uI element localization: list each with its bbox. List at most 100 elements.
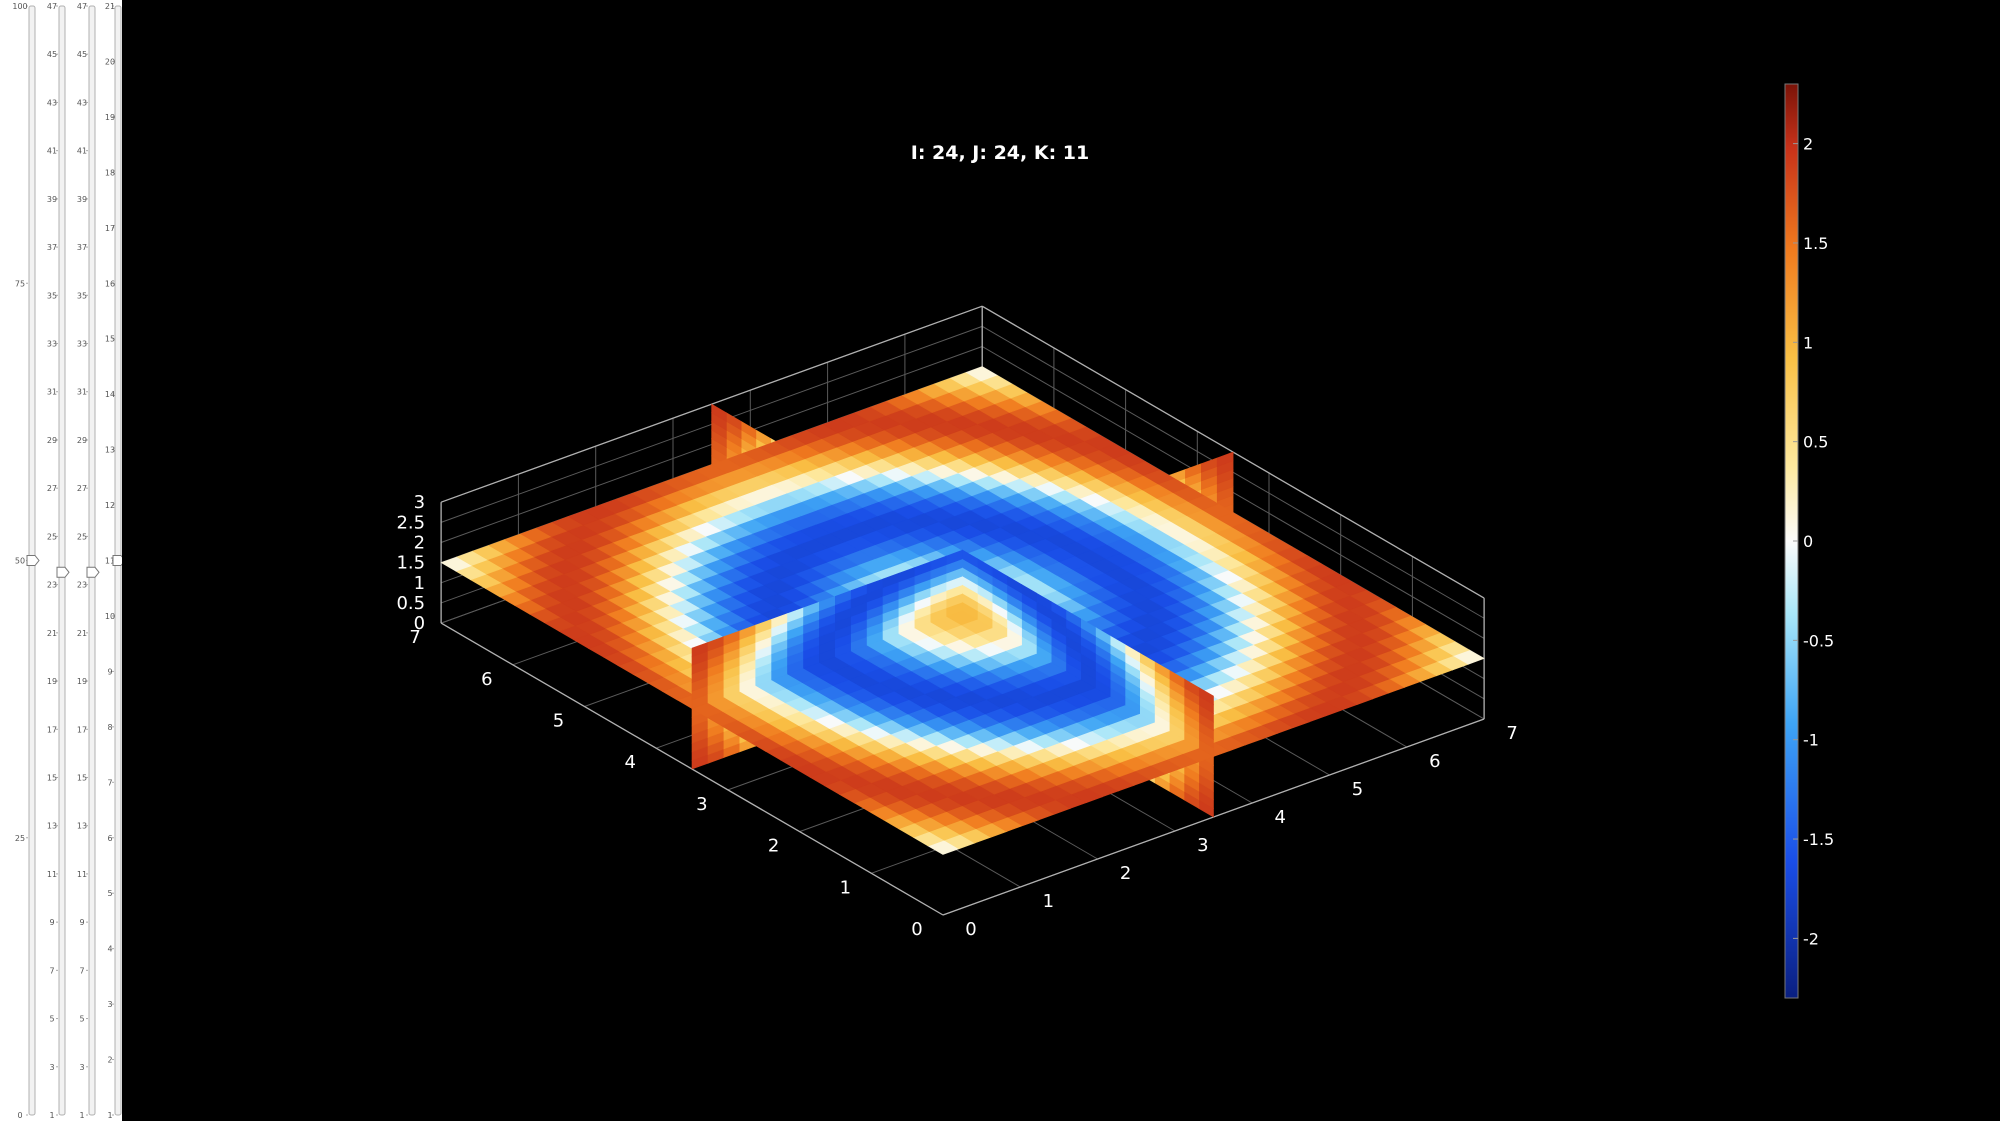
slider-k-tick-label: 21 <box>105 2 115 11</box>
slider-j-tick-label: 27 <box>77 484 87 493</box>
slider-i-tick-label: 39 <box>47 195 57 204</box>
slider-k-thumb[interactable] <box>112 555 122 566</box>
slice-cell <box>965 366 998 382</box>
y-tick-label: 1 <box>840 877 851 898</box>
slider-i-tick-label: 19 <box>47 677 57 686</box>
x-tick-label: 3 <box>1197 835 1208 856</box>
slider-k-tick-label: 7 <box>107 778 112 787</box>
y-tick-label: 5 <box>553 711 564 732</box>
slider-k-tick-label: 13 <box>105 446 115 455</box>
slider-k-tick-label: 6 <box>107 834 112 843</box>
slider-j-tick-label: 33 <box>77 340 87 349</box>
slider-k-tick-label: 17 <box>105 224 115 233</box>
y-tick-label: 6 <box>481 669 492 690</box>
slider-main-tick-label: 0 <box>17 1111 22 1120</box>
x-tick-label: 4 <box>1274 807 1285 828</box>
colorbar-tick-label: -0.5 <box>1803 631 1834 650</box>
plot-title: I: 24, J: 24, K: 11 <box>910 142 1090 164</box>
slice-k-front <box>691 610 1215 855</box>
slider-i-tick-label: 47 <box>47 2 57 11</box>
slider-j-tick-label: 43 <box>77 98 87 107</box>
slider-k-tick-label: 14 <box>105 390 115 399</box>
z-tick-label: 1 <box>414 573 425 594</box>
slider-j-tick-label: 35 <box>77 291 87 300</box>
slider-j[interactable]: 4745434139373533312927252321191715131197… <box>77 2 100 1120</box>
colorbar-tick-label: -1.5 <box>1803 830 1834 849</box>
slider-j-tick-label: 7 <box>79 966 84 975</box>
slider-i-track[interactable] <box>58 5 66 1116</box>
slider-j-thumb[interactable] <box>86 566 100 578</box>
slider-i-tick-label: 35 <box>47 291 57 300</box>
z-tick-label: 2.5 <box>396 512 425 533</box>
slider-main-tick-label: 100 <box>12 2 27 11</box>
slider-k-tick-label: 9 <box>107 667 112 676</box>
slider-i-thumb[interactable] <box>56 566 70 578</box>
slider-j-tick-label: 15 <box>77 773 87 782</box>
z-tick-label: 3 <box>414 492 425 513</box>
slider-k-tick-label: 8 <box>107 723 112 732</box>
slider-j-tick-label: 23 <box>77 581 87 590</box>
slider-i-tick-label: 9 <box>49 918 54 927</box>
slider-i-tick-label: 25 <box>47 532 57 541</box>
z-tick-label: 1.5 <box>396 553 425 574</box>
slider-main-thumb[interactable] <box>26 555 40 566</box>
slider-k-tick-label: 15 <box>105 335 115 344</box>
slider-j-tick-label: 21 <box>77 629 87 638</box>
slider-i[interactable]: 4745434139373533312927252321191715131197… <box>47 2 70 1120</box>
x-tick-label: 7 <box>1506 723 1517 744</box>
slider-i-tick-label: 5 <box>49 1015 54 1024</box>
slice-cell <box>711 403 727 422</box>
slider-i-tick-label: 17 <box>47 725 57 734</box>
slider-j-tick-label: 25 <box>77 532 87 541</box>
slider-j-tick-label: 9 <box>79 918 84 927</box>
x-tick-label: 1 <box>1043 891 1054 912</box>
slice-surfaces <box>440 366 1485 855</box>
z-tick-label: 0.5 <box>396 593 425 614</box>
x-tick-label: 5 <box>1352 779 1363 800</box>
slider-j-tick-label: 19 <box>77 677 87 686</box>
slice-j-front-high <box>691 549 963 710</box>
slider-k-tick-label: 10 <box>105 612 115 621</box>
slider-k-tick-label: 4 <box>107 945 112 954</box>
slider-j-tick-label: 29 <box>77 436 87 445</box>
slider-i-tick-label: 31 <box>47 388 57 397</box>
slider-j-tick-label: 13 <box>77 822 87 831</box>
slider-panel: 100 75 50 25 0 47 45 43 41 39 37 35 33 31 29 27 25 23 21 19… <box>0 0 122 1121</box>
colorbar-tick-label: -1 <box>1803 731 1819 750</box>
slice-k-back <box>710 366 1234 611</box>
colorbar-tick-label: 0.5 <box>1803 433 1828 452</box>
slider-i-tick-label: 21 <box>47 629 57 638</box>
y-tick-label: 3 <box>696 794 707 815</box>
slider-j-tick-label: 31 <box>77 388 87 397</box>
slider-k-tick-label: 18 <box>105 168 115 177</box>
slider-i-tick-label: 45 <box>47 50 57 59</box>
slider-group[interactable]: 1007550250474543413937353331292725232119… <box>0 0 122 1121</box>
slider-j-track[interactable] <box>88 5 96 1116</box>
slider-k-tick-label: 3 <box>107 1000 112 1009</box>
slider-i-tick-label: 7 <box>49 966 54 975</box>
slider-j-tick-label: 3 <box>79 1063 84 1072</box>
slider-j-tick-label: 45 <box>77 50 87 59</box>
y-tick-label: 7 <box>409 627 420 648</box>
slider-i-tick-label: 3 <box>49 1063 54 1072</box>
slice-i-front-high <box>962 549 1214 758</box>
slider-k-tick-label: 16 <box>105 279 115 288</box>
slider-main[interactable]: 100 75 50 25 0 <box>12 2 40 1120</box>
x-tick-label: 2 <box>1120 863 1131 884</box>
slider-main-tick-label: 75 <box>15 279 25 288</box>
slider-j-tick-label: 37 <box>77 243 87 252</box>
slider-j-tick-label: 1 <box>79 1111 84 1120</box>
slice-cell <box>1216 451 1234 468</box>
slice-cell <box>946 549 963 566</box>
slider-j-tick-label: 11 <box>77 870 87 879</box>
slider-main-tick-label: 50 <box>15 557 25 566</box>
colorbar-tick-label: 0 <box>1803 532 1813 551</box>
y-tick-label: 2 <box>768 836 779 857</box>
slider-j-tick-label: 39 <box>77 195 87 204</box>
slider-j-tick-label: 47 <box>77 2 87 11</box>
colorbar-tick-label: 1 <box>1803 333 1813 352</box>
slider-i-tick-label: 23 <box>47 581 57 590</box>
